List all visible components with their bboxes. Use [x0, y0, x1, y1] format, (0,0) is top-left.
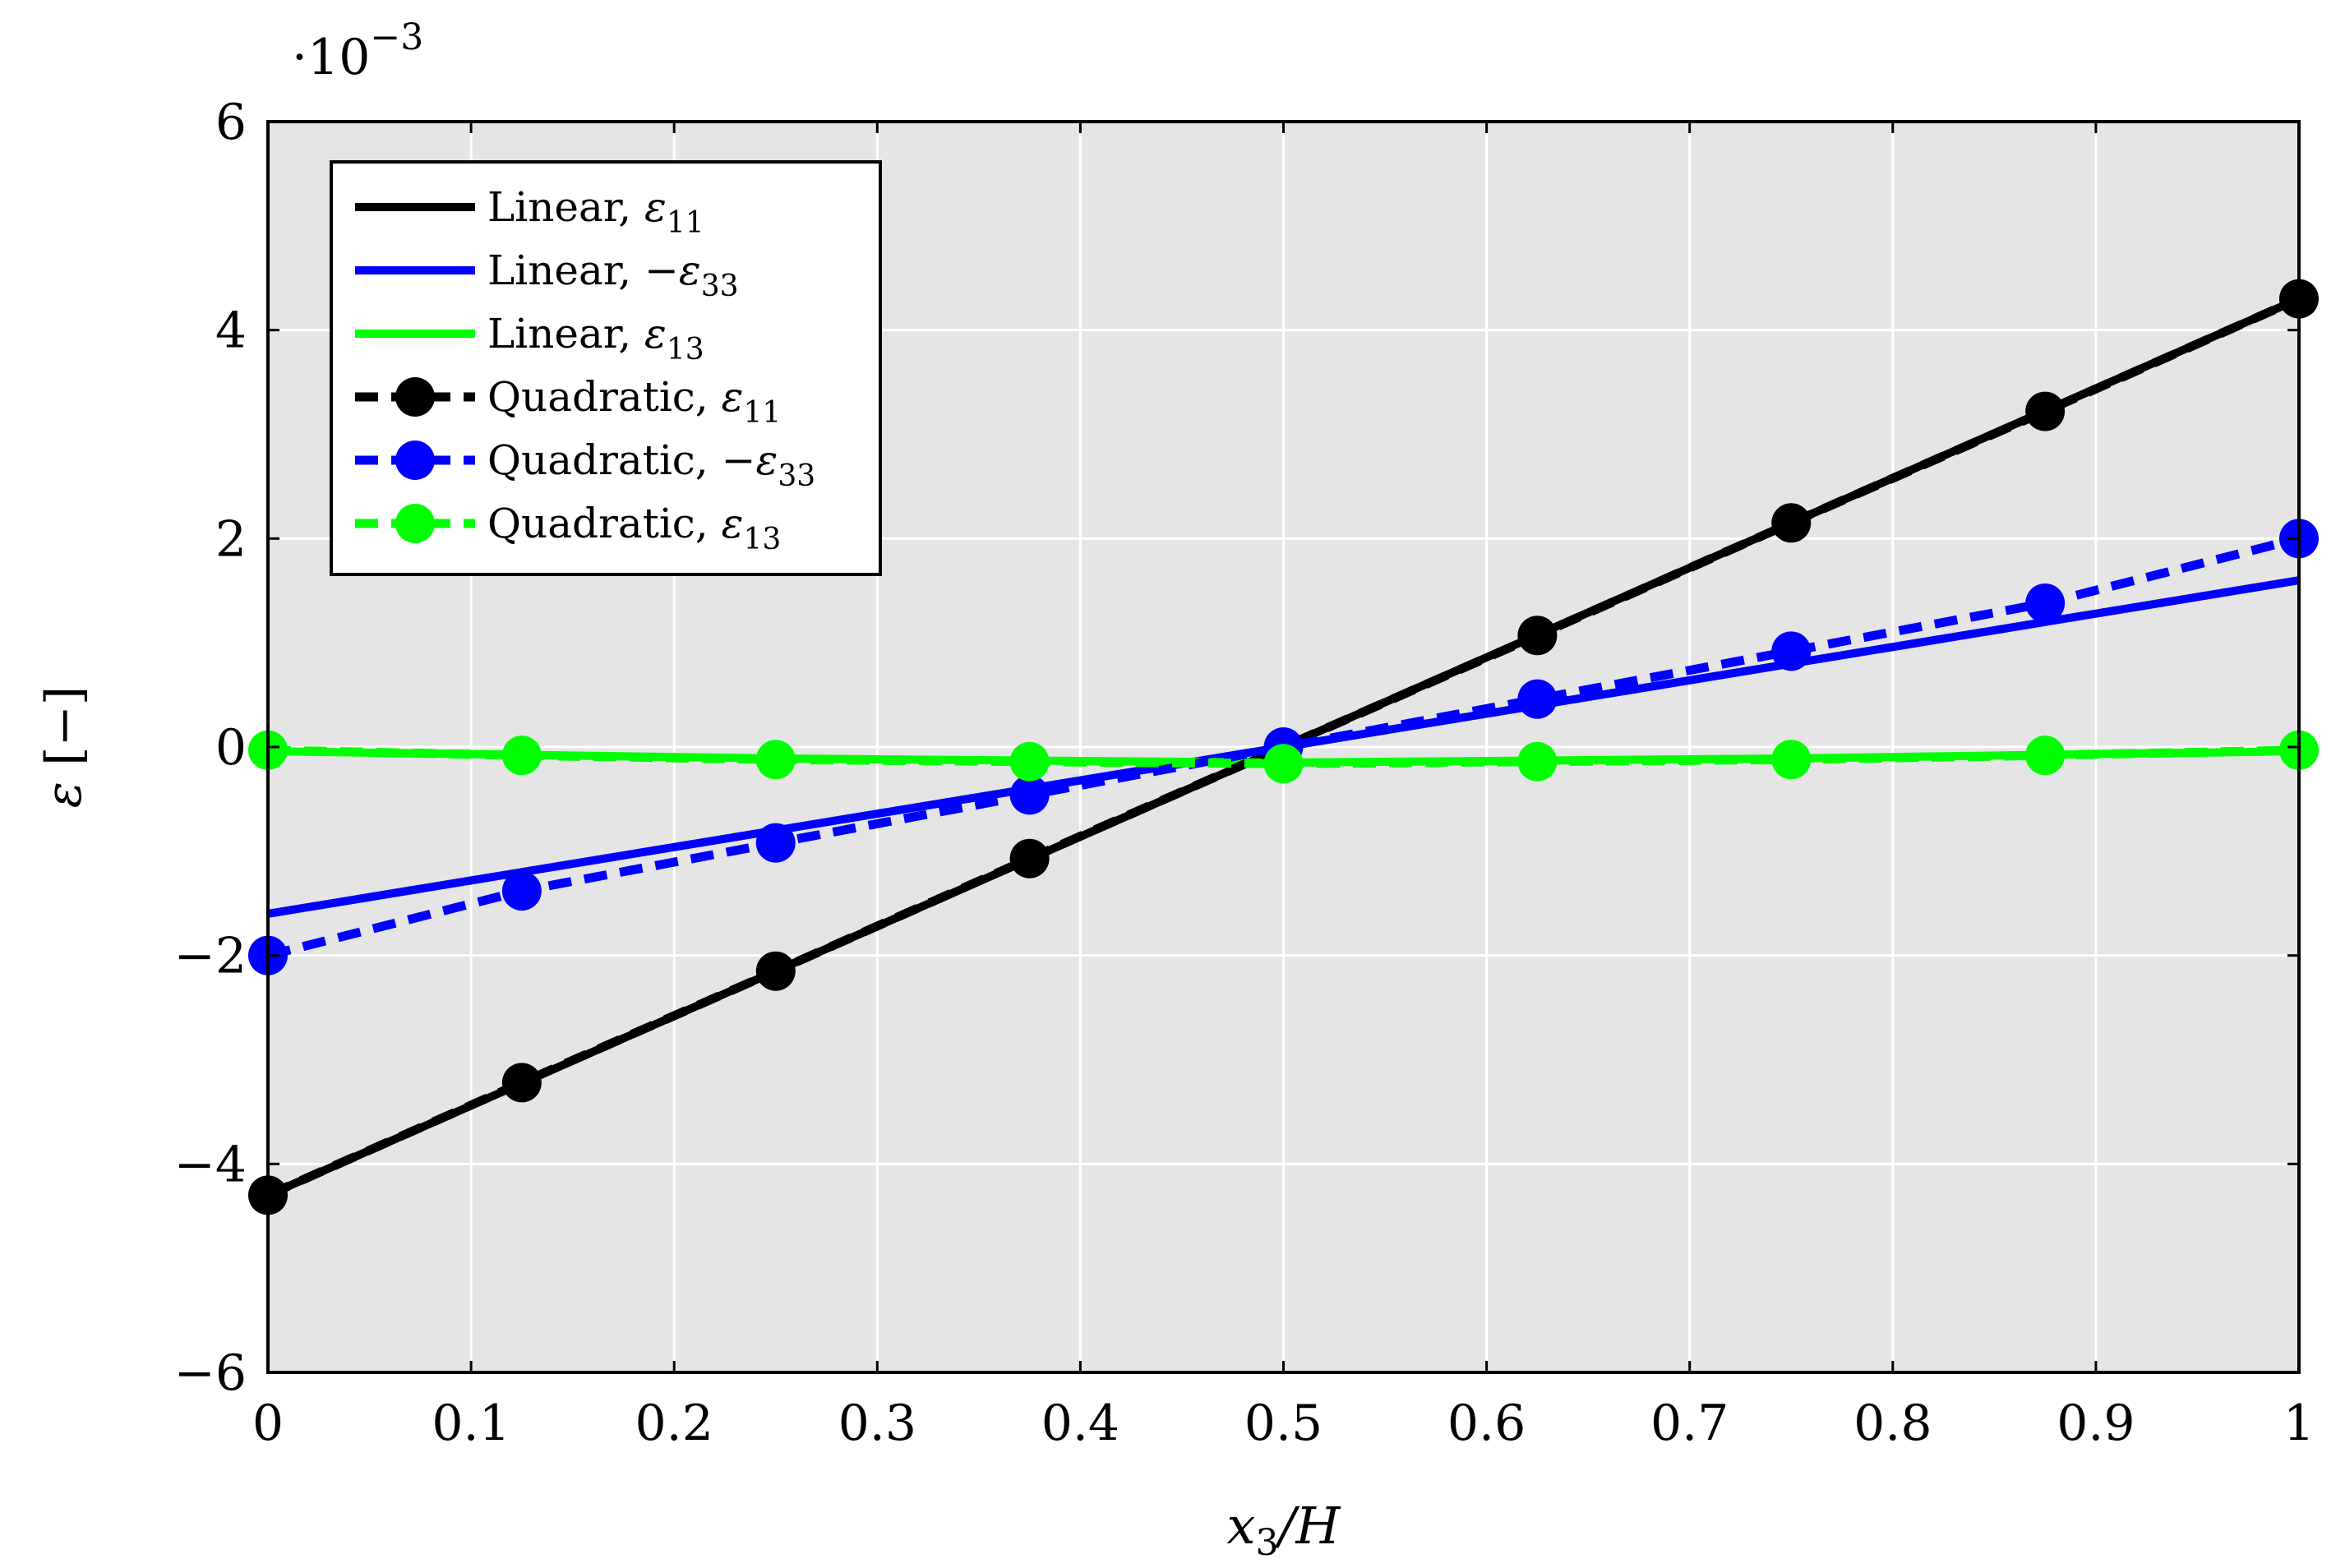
data-point-s5-6	[1771, 740, 1812, 780]
x-tick-label-8: 0.8	[1853, 1395, 1932, 1452]
data-point-s4-7	[2025, 583, 2066, 623]
data-point-s3-5	[1771, 503, 1812, 543]
y-tick-label-2: −2	[174, 928, 247, 985]
legend-label-0: Linear, ε11	[487, 183, 704, 240]
y-tick-label-5: 4	[215, 302, 247, 360]
legend: Linear, ε11 Linear, −ε33 Linear, ε13 Quadra…	[330, 160, 882, 576]
x-tick-label-6: 0.6	[1447, 1395, 1526, 1452]
data-point-s3-6	[2025, 391, 2066, 431]
y-tick-label-6: 6	[215, 94, 247, 151]
series-layer	[248, 279, 2319, 1215]
data-point-s5-7	[2025, 736, 2066, 776]
x-tick-label-4: 0.4	[1041, 1395, 1119, 1452]
legend-label-5: Quadratic, ε13	[487, 500, 781, 556]
data-point-s4-1	[501, 871, 542, 911]
series-line-4	[266, 534, 2301, 960]
legend-marker-4	[395, 440, 435, 480]
y-tick-label-0: −6	[174, 1344, 247, 1402]
x-tick-label-0: 0	[252, 1395, 284, 1452]
axis-labels: ·10−3 x3/H ε [−]	[35, 16, 1341, 1564]
legend-marker-3	[395, 377, 435, 417]
legend-label-3: Quadratic, ε11	[487, 373, 781, 430]
data-point-s3-4	[1517, 616, 1558, 656]
x-tick-label-5: 0.5	[1244, 1395, 1323, 1452]
data-point-s5-5	[1517, 741, 1558, 782]
y-tick-label-1: −4	[174, 1136, 247, 1193]
y-axis-multiplier: ·10−3	[292, 16, 423, 86]
legend-label-2: Linear, ε13	[487, 310, 704, 367]
data-point-s4-3	[1009, 775, 1050, 815]
y-tick-label-4: 2	[215, 510, 247, 568]
series-line-3	[265, 294, 2301, 1200]
legend-marker-5	[395, 504, 435, 543]
x-tick-label-3: 0.3	[838, 1395, 916, 1452]
data-point-s3-3	[1009, 838, 1050, 879]
axes	[266, 120, 2301, 1374]
x-tick-label-7: 0.7	[1650, 1395, 1729, 1452]
data-point-s4-5	[1517, 679, 1558, 719]
data-point-s5-3	[1009, 741, 1050, 782]
x-tick-label-9: 0.9	[2056, 1395, 2135, 1452]
y-tick-label-3: 0	[215, 719, 247, 777]
x-tick-label-1: 0.1	[432, 1395, 510, 1452]
legend-label-4: Quadratic, −ε33	[487, 436, 815, 493]
tick-labels: 0 0.1 0.2 0.3 0.4 0.5 0.6 0.7 0.8 0.9 1 −6 −4 −2 0 2 4 6	[174, 94, 2315, 1452]
data-point-s4-2	[755, 823, 796, 863]
x-tick-label-10: 1	[2283, 1395, 2315, 1452]
x-axis-label: x3/H	[1227, 1496, 1342, 1564]
data-point-s3-2	[755, 951, 796, 991]
data-point-s5-1	[501, 736, 542, 776]
data-point-s3-1	[501, 1063, 542, 1103]
data-point-s5-2	[755, 740, 796, 780]
y-axis-label: ε [−]	[35, 686, 93, 808]
legend-label-1: Linear, −ε33	[487, 247, 739, 303]
x-tick-label-2: 0.2	[635, 1395, 713, 1452]
data-point-s4-6	[1771, 631, 1812, 671]
data-point-s5-4	[1263, 744, 1304, 784]
